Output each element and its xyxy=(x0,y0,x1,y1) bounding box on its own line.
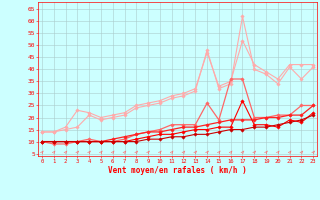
X-axis label: Vent moyen/en rafales ( km/h ): Vent moyen/en rafales ( km/h ) xyxy=(108,166,247,175)
